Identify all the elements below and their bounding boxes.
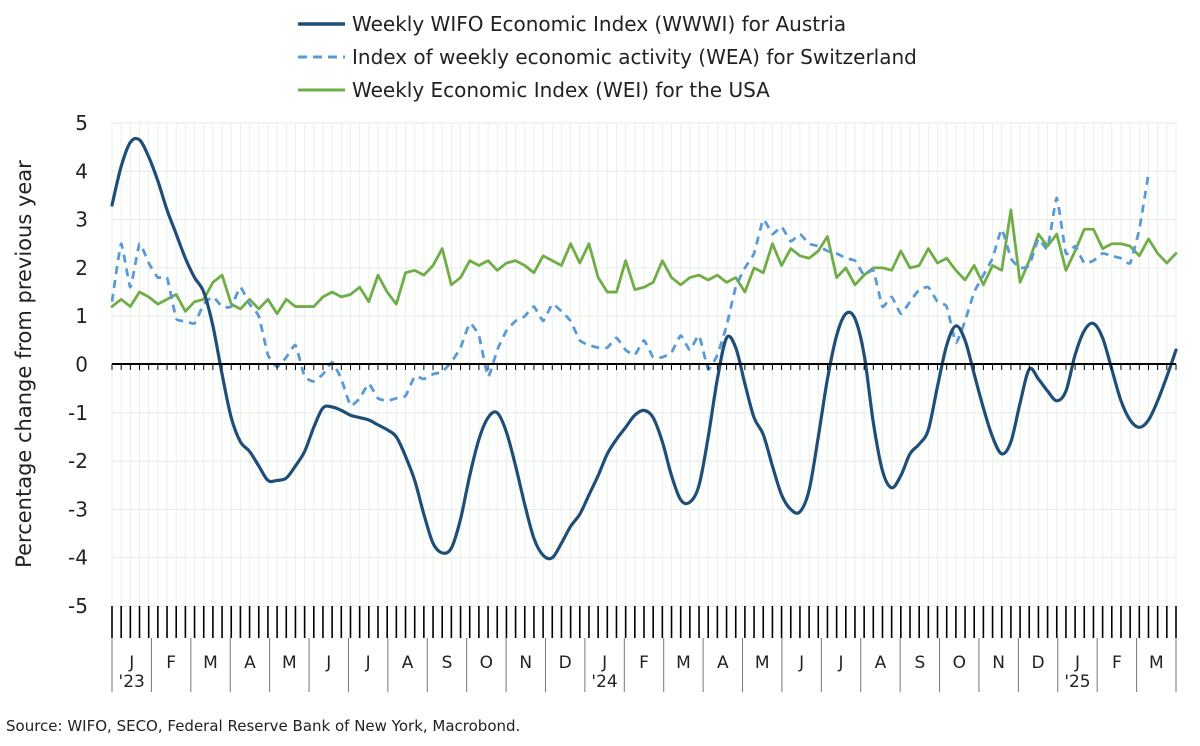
legend: Weekly WIFO Economic Index (WWWI) for Au…: [298, 12, 917, 102]
y-tick-label: -2: [68, 449, 88, 473]
y-tick-label: -5: [68, 594, 88, 618]
x-month-label: J: [601, 653, 607, 673]
x-month-label: A: [717, 653, 729, 673]
series-line-wwwi-austria: [110, 136, 1178, 561]
y-tick-label: -1: [68, 401, 88, 425]
x-month-label: M: [282, 653, 297, 673]
x-month-label: S: [914, 653, 925, 673]
x-month-label: A: [875, 653, 887, 673]
x-month-label: M: [755, 653, 770, 673]
x-month-label: O: [480, 653, 493, 673]
x-month-label: N: [992, 653, 1005, 673]
y-tick-label: 5: [75, 111, 88, 135]
x-month-label: S: [442, 653, 453, 673]
series-lines: [110, 136, 1178, 561]
x-year-label: '25: [1064, 672, 1090, 692]
x-month-label: J: [1074, 653, 1080, 673]
x-month-label: O: [953, 653, 966, 673]
x-month-label: D: [1032, 653, 1045, 673]
legend-item-wei: Weekly Economic Index (WEI) for the USA: [298, 78, 770, 102]
x-month-label: A: [244, 653, 256, 673]
legend-item-wea: Index of weekly economic activity (WEA) …: [298, 45, 917, 69]
x-month-label: M: [1149, 653, 1164, 673]
x-year-label: '24: [591, 672, 617, 692]
x-month-label: F: [639, 653, 649, 673]
x-month-label: F: [166, 653, 176, 673]
y-tick-label: 0: [75, 353, 88, 377]
y-axis: 5 4 3 2 1 0 -1 -2 -3 -4 -5: [68, 111, 88, 618]
x-month-label: N: [519, 653, 532, 673]
series-line-wei-usa: [110, 208, 1178, 316]
x-month-label: D: [559, 653, 572, 673]
x-month-label: F: [1112, 653, 1122, 673]
y-tick-label: -4: [68, 546, 88, 570]
y-tick-label: 3: [75, 208, 88, 232]
y-tick-label: 1: [75, 304, 88, 328]
x-month-label: J: [128, 653, 134, 673]
y-tick-label: -3: [68, 497, 88, 521]
source-note: Source: WIFO, SECO, Federal Reserve Bank…: [6, 717, 521, 735]
y-axis-label: Percentage change from previous year: [12, 160, 36, 568]
x-axis: J F M A M J J A S O N D J F M A M J J A S O N D J F M '23 '24 '25: [111, 363, 1177, 692]
x-month-label: J: [798, 653, 804, 673]
x-month-label: M: [203, 653, 218, 673]
y-tick-label: 2: [75, 256, 88, 280]
legend-item-wwwi: Weekly WIFO Economic Index (WWWI) for Au…: [298, 12, 846, 36]
y-tick-label: 4: [75, 159, 88, 183]
x-month-label: A: [402, 653, 414, 673]
series-line-wea-switzerland: [110, 173, 1150, 408]
x-month-label: J: [325, 653, 331, 673]
x-month-label: J: [838, 653, 844, 673]
x-month-label: J: [365, 653, 371, 673]
legend-label-wei: Weekly Economic Index (WEI) for the USA: [352, 78, 770, 102]
x-month-label: M: [676, 653, 691, 673]
x-year-label: '23: [119, 672, 145, 692]
legend-label-wea: Index of weekly economic activity (WEA) …: [352, 45, 917, 69]
legend-label-wwwi: Weekly WIFO Economic Index (WWWI) for Au…: [352, 12, 846, 36]
